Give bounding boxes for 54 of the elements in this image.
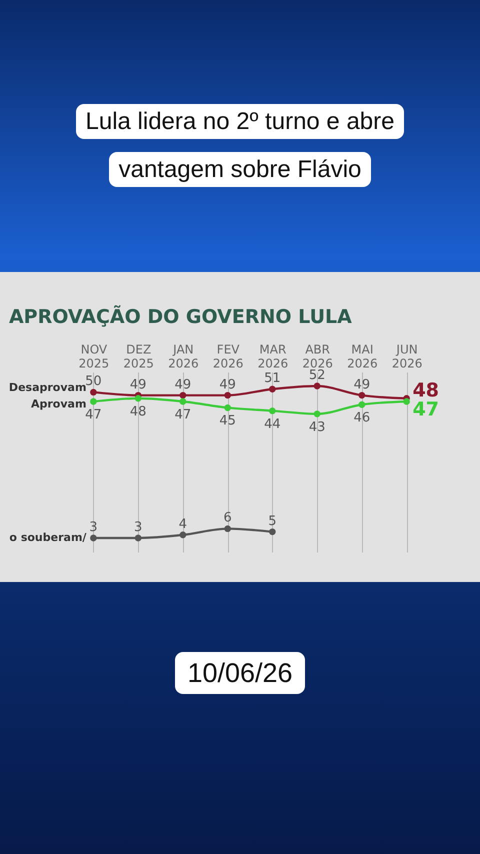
series-label: Aprovam	[30, 398, 86, 411]
series-label: o souberam/	[9, 531, 88, 544]
data-label: 5	[268, 514, 277, 529]
data-label: 47	[412, 398, 440, 421]
data-label: 49	[354, 377, 370, 392]
x-tick-label: MAI 2026	[347, 342, 378, 370]
point	[180, 532, 186, 538]
data-label: 46	[354, 410, 370, 426]
point	[269, 386, 276, 392]
point	[180, 392, 186, 399]
data-label: 45	[219, 414, 236, 429]
data-label: 4	[178, 516, 188, 532]
point	[224, 404, 231, 412]
point	[134, 395, 142, 402]
text: 10/06/26	[175, 652, 305, 694]
point	[358, 401, 366, 408]
x-tick-label: FEV 2026	[212, 342, 244, 370]
chart-title: APROVAÇÃO DO GOVERNO LULA	[8, 305, 352, 328]
data-label: 50	[85, 374, 102, 390]
data-label: 48	[412, 379, 440, 402]
data-label: 6	[223, 510, 232, 526]
point	[403, 398, 410, 405]
x-tick-label: NOV 2025	[78, 342, 110, 370]
data-label: 52	[308, 368, 326, 383]
data-label: 47	[85, 408, 102, 423]
data-label: 43	[308, 420, 326, 435]
point	[269, 528, 276, 536]
data-label: 47	[174, 408, 192, 423]
x-tick-label: JUN 2026	[392, 342, 422, 370]
data-label: 48	[130, 404, 146, 420]
point	[180, 398, 186, 405]
data-label: 3	[134, 520, 142, 535]
point	[269, 407, 276, 414]
point	[314, 410, 320, 418]
point	[224, 392, 231, 399]
x-tick-label: ABR 2026	[302, 342, 333, 370]
point	[90, 398, 97, 405]
x-tick-label: DEZ 2025	[123, 342, 154, 370]
data-label: 51	[264, 371, 281, 386]
point	[358, 392, 366, 399]
x-tick-label: MAR 2026	[258, 342, 288, 370]
x-tick-label: JAN 2026	[168, 342, 199, 370]
point	[90, 388, 97, 396]
data-label: 49	[130, 377, 146, 392]
point	[314, 382, 320, 390]
text: Lula lidera no 2º turno e abre vantagem sobre Flávio	[76, 104, 404, 187]
data-label: 44	[264, 416, 281, 432]
data-label: 3	[89, 520, 98, 535]
data-label: 49	[219, 377, 236, 392]
point	[224, 525, 231, 532]
point	[134, 534, 142, 542]
point	[90, 534, 97, 542]
series-label: Desaprovam	[8, 381, 86, 394]
data-label: 49	[174, 377, 192, 392]
